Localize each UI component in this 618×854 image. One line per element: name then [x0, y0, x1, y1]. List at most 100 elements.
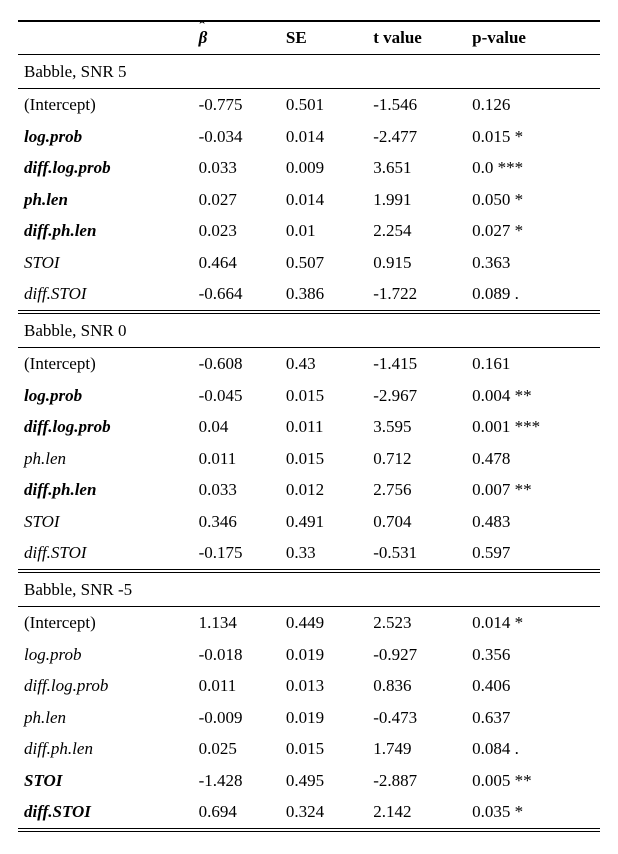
row-label: diff.ph.len	[18, 474, 193, 506]
cell-se: 0.324	[280, 796, 367, 828]
col-header-label	[18, 21, 193, 54]
cell-p: 0.161	[466, 348, 600, 380]
cell-p: 0.001 ***	[466, 411, 600, 443]
cell-p: 0.035 *	[466, 796, 600, 828]
cell-p: 0.0 ***	[466, 152, 600, 184]
cell-t: 2.142	[367, 796, 466, 828]
table-row: diff.ph.len0.0250.0151.7490.084 .	[18, 733, 600, 765]
cell-se: 0.009	[280, 152, 367, 184]
cell-p: 0.084 .	[466, 733, 600, 765]
row-label: STOI	[18, 247, 193, 279]
table-row: (Intercept)1.1340.4492.5230.014 *	[18, 607, 600, 639]
cell-se: 0.014	[280, 121, 367, 153]
cell-t: 1.991	[367, 184, 466, 216]
cell-p: 0.027 *	[466, 215, 600, 247]
table-row: diff.STOI0.6940.3242.1420.035 *	[18, 796, 600, 828]
cell-p: 0.014 *	[466, 607, 600, 639]
row-label: diff.ph.len	[18, 215, 193, 247]
cell-beta: 0.033	[193, 152, 280, 184]
cell-beta: -0.018	[193, 639, 280, 671]
cell-t: -0.531	[367, 537, 466, 569]
cell-se: 0.501	[280, 89, 367, 121]
cell-beta: 0.027	[193, 184, 280, 216]
table-row: diff.ph.len0.0230.012.2540.027 *	[18, 215, 600, 247]
row-label: diff.STOI	[18, 278, 193, 310]
cell-p: 0.005 **	[466, 765, 600, 797]
cell-p: 0.007 **	[466, 474, 600, 506]
row-label: ph.len	[18, 702, 193, 734]
row-label: (Intercept)	[18, 348, 193, 380]
cell-p: 0.483	[466, 506, 600, 538]
cell-beta: -0.775	[193, 89, 280, 121]
cell-beta: 0.464	[193, 247, 280, 279]
cell-t: 0.915	[367, 247, 466, 279]
cell-p: 0.004 **	[466, 380, 600, 412]
cell-se: 0.449	[280, 607, 367, 639]
cell-beta: -0.045	[193, 380, 280, 412]
section-header: Babble, SNR 5	[18, 54, 600, 89]
cell-se: 0.507	[280, 247, 367, 279]
cell-p: 0.406	[466, 670, 600, 702]
cell-p: 0.356	[466, 639, 600, 671]
table-row: diff.log.prob0.040.0113.5950.001 ***	[18, 411, 600, 443]
table-row: log.prob-0.0340.014-2.4770.015 *	[18, 121, 600, 153]
cell-p: 0.089 .	[466, 278, 600, 310]
cell-p: 0.597	[466, 537, 600, 569]
cell-beta: 0.694	[193, 796, 280, 828]
cell-se: 0.019	[280, 702, 367, 734]
row-label: log.prob	[18, 380, 193, 412]
cell-t: 0.704	[367, 506, 466, 538]
col-header-t: t value	[367, 21, 466, 54]
row-label: log.prob	[18, 639, 193, 671]
row-label: diff.STOI	[18, 537, 193, 569]
cell-se: 0.33	[280, 537, 367, 569]
cell-se: 0.011	[280, 411, 367, 443]
cell-t: 1.749	[367, 733, 466, 765]
cell-t: 3.651	[367, 152, 466, 184]
col-header-beta: ˆβ	[193, 21, 280, 54]
cell-t: -1.546	[367, 89, 466, 121]
cell-p: 0.015 *	[466, 121, 600, 153]
cell-p: 0.050 *	[466, 184, 600, 216]
cell-se: 0.013	[280, 670, 367, 702]
table-row: log.prob-0.0180.019-0.9270.356	[18, 639, 600, 671]
table-row: ph.len0.0110.0150.7120.478	[18, 443, 600, 475]
cell-se: 0.386	[280, 278, 367, 310]
row-label: diff.log.prob	[18, 152, 193, 184]
cell-beta: 0.011	[193, 670, 280, 702]
cell-t: -0.927	[367, 639, 466, 671]
row-label: STOI	[18, 506, 193, 538]
section-header: Babble, SNR -5	[18, 572, 600, 607]
row-label: ph.len	[18, 443, 193, 475]
cell-beta: -0.664	[193, 278, 280, 310]
regression-table: ˆβ SE t value p-value Babble, SNR 5(Inte…	[18, 20, 600, 834]
cell-t: -1.722	[367, 278, 466, 310]
table-row: diff.STOI-0.1750.33-0.5310.597	[18, 537, 600, 569]
cell-se: 0.014	[280, 184, 367, 216]
table-row: STOI0.4640.5070.9150.363	[18, 247, 600, 279]
table-row: (Intercept)-0.7750.501-1.5460.126	[18, 89, 600, 121]
table-row: (Intercept)-0.6080.43-1.4150.161	[18, 348, 600, 380]
cell-t: -2.477	[367, 121, 466, 153]
col-header-se: SE	[280, 21, 367, 54]
section-header: Babble, SNR 0	[18, 313, 600, 348]
cell-beta: -0.034	[193, 121, 280, 153]
cell-beta: -0.009	[193, 702, 280, 734]
table-row: diff.STOI-0.6640.386-1.7220.089 .	[18, 278, 600, 310]
table-row: log.prob-0.0450.015-2.9670.004 **	[18, 380, 600, 412]
cell-beta: 0.025	[193, 733, 280, 765]
row-label: diff.log.prob	[18, 670, 193, 702]
cell-beta: 0.011	[193, 443, 280, 475]
cell-t: 2.523	[367, 607, 466, 639]
cell-t: -2.887	[367, 765, 466, 797]
cell-t: 2.254	[367, 215, 466, 247]
cell-se: 0.019	[280, 639, 367, 671]
table-row: STOI-1.4280.495-2.8870.005 **	[18, 765, 600, 797]
cell-p: 0.637	[466, 702, 600, 734]
cell-p: 0.363	[466, 247, 600, 279]
cell-t: 2.756	[367, 474, 466, 506]
cell-beta: -1.428	[193, 765, 280, 797]
cell-se: 0.01	[280, 215, 367, 247]
table-row: diff.log.prob0.0110.0130.8360.406	[18, 670, 600, 702]
cell-t: 3.595	[367, 411, 466, 443]
